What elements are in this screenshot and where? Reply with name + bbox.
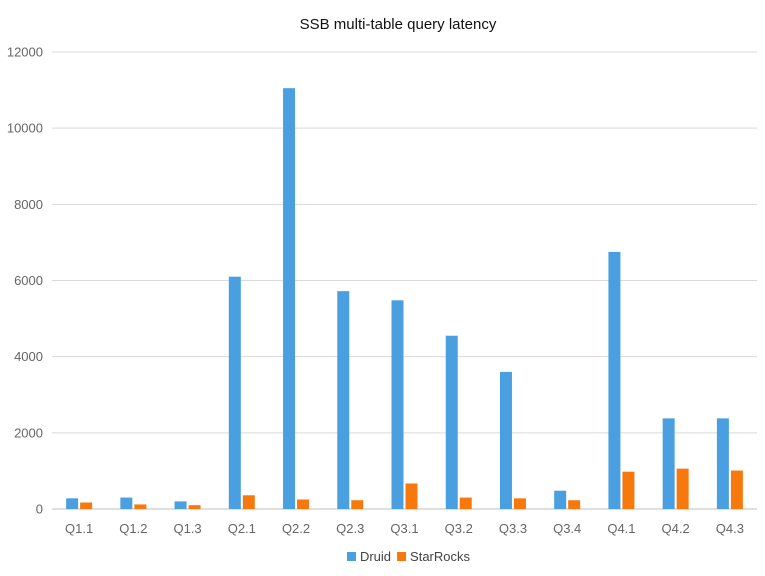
bar-druid-q4-3 (716, 418, 729, 509)
bar-druid-q2-3 (337, 291, 350, 509)
bar-starrocks-q1-1 (80, 502, 93, 509)
legend-swatch (397, 552, 407, 561)
bar-druid-q3-4 (554, 490, 567, 509)
y-tick-label: 2000 (14, 425, 43, 440)
y-tick-label: 8000 (14, 197, 43, 212)
y-tick-label: 4000 (14, 349, 43, 364)
y-tick-label: 0 (36, 502, 43, 517)
x-tick-label: Q1.3 (173, 521, 201, 536)
bar-starrocks-q3-1 (405, 483, 418, 509)
x-tick-label: Q3.4 (553, 521, 581, 536)
bar-druid-q3-2 (445, 335, 458, 509)
bar-starrocks-q2-3 (351, 500, 364, 509)
x-tick-label: Q1.1 (65, 521, 93, 536)
bar-druid-q4-1 (608, 251, 621, 509)
bar-druid-q3-3 (499, 371, 512, 509)
x-tick-label: Q2.1 (228, 521, 256, 536)
bar-starrocks-q1-2 (134, 504, 147, 509)
bar-druid-q1-3 (174, 501, 187, 509)
legend-label: StarRocks (410, 549, 470, 564)
bars (66, 88, 743, 509)
bar-starrocks-q3-4 (568, 500, 581, 509)
bar-starrocks-q4-1 (622, 471, 635, 509)
bar-druid-q2-2 (283, 88, 296, 509)
x-tick-label: Q2.3 (336, 521, 364, 536)
x-tick-label: Q4.1 (607, 521, 635, 536)
x-tick-label: Q3.2 (445, 521, 473, 536)
bar-starrocks-q1-3 (188, 505, 201, 509)
bar-starrocks-q4-2 (676, 468, 689, 509)
x-tick-label: Q3.1 (390, 521, 418, 536)
legend-swatch (346, 552, 356, 561)
bar-starrocks-q3-2 (459, 497, 472, 509)
bar-druid-q1-1 (66, 498, 79, 509)
x-tick-label: Q4.2 (662, 521, 690, 536)
x-tick-label: Q3.3 (499, 521, 527, 536)
bar-druid-q2-1 (228, 276, 241, 509)
gridlines (52, 51, 757, 510)
bar-starrocks-q2-2 (297, 499, 310, 509)
bar-starrocks-q2-1 (242, 495, 255, 509)
axes: 0 2000 4000 6000 8000 10000 12000 Q1.1 Q1.2 Q1.3 Q… (7, 45, 744, 537)
y-tick-label: 6000 (14, 273, 43, 288)
bar-starrocks-q3-3 (513, 498, 526, 509)
chart-title: SSB multi-table query latency (300, 16, 497, 33)
y-tick-label: 10000 (7, 121, 43, 136)
y-tick-label: 12000 (7, 45, 43, 60)
x-tick-label: Q2.2 (282, 521, 310, 536)
bar-druid-q4-2 (662, 418, 675, 509)
bar-druid-q3-1 (391, 300, 404, 509)
legend-label: Druid (360, 549, 391, 564)
bar-starrocks-q4-3 (730, 470, 743, 509)
legend: Druid StarRocks (346, 549, 471, 564)
bar-druid-q1-2 (120, 497, 133, 509)
legend-item-starrocks: StarRocks (397, 549, 471, 564)
legend-item-druid: Druid (346, 549, 391, 564)
x-tick-label: Q1.2 (119, 521, 147, 536)
x-tick-label: Q4.3 (716, 521, 744, 536)
